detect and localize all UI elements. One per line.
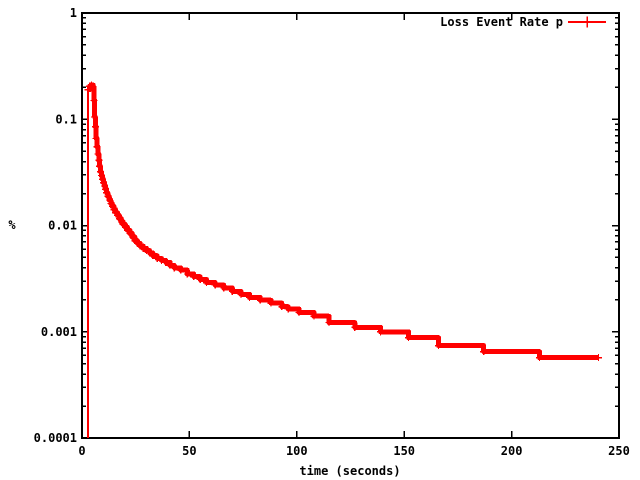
x-tick-label: 50: [182, 444, 196, 458]
x-axis-label: time (seconds): [299, 464, 400, 478]
x-tick-label: 150: [393, 444, 415, 458]
y-tick-label: 0.1: [55, 112, 77, 126]
plot-axes: [81, 12, 620, 439]
data-series: [84, 81, 603, 438]
y-axis-tick-labels: 1 0.1 0.01 0.001 0.0001: [34, 6, 77, 445]
y-tick-label: 0.0001: [34, 431, 77, 445]
x-tick-label: 200: [501, 444, 523, 458]
legend-line-sample: [568, 16, 606, 28]
y-axis-label: %: [8, 218, 16, 232]
x-axis-tick-labels: 0 50 100 150 200 250: [78, 444, 629, 458]
legend: Loss Event Rate p: [440, 15, 606, 29]
x-tick-label: 100: [286, 444, 308, 458]
y-tick-label: 0.01: [48, 219, 77, 233]
x-tick-label: 0: [78, 444, 85, 458]
y-tick-label: 0.001: [41, 325, 77, 339]
y-tick-label: 1: [70, 6, 77, 20]
legend-label: Loss Event Rate p: [440, 15, 563, 29]
x-tick-label: 250: [608, 444, 630, 458]
